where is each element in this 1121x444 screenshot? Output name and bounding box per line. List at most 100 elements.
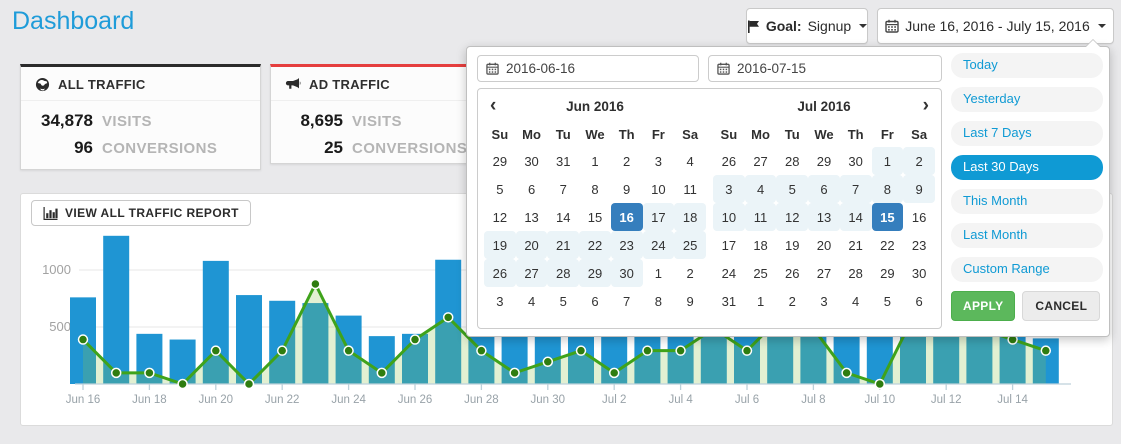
calendar-day[interactable]: 27 — [753, 153, 768, 169]
calendar-day[interactable]: 3 — [654, 153, 662, 169]
calendar-day[interactable]: 7 — [623, 293, 631, 309]
apply-button[interactable]: APPLY — [951, 291, 1016, 321]
goal-selector-button[interactable]: Goal: Signup — [746, 8, 868, 44]
range-option-today[interactable]: Today — [951, 53, 1103, 78]
calendar-day[interactable]: 12 — [776, 203, 809, 231]
calendar-day[interactable]: 1 — [654, 265, 662, 281]
range-option-custom-range[interactable]: Custom Range — [951, 257, 1103, 282]
calendar-day[interactable]: 24 — [721, 265, 737, 281]
calendar-day[interactable]: 19 — [484, 231, 516, 259]
calendar-day[interactable]: 9 — [686, 293, 694, 309]
end-date-input[interactable] — [737, 61, 933, 76]
calendar-day[interactable]: 3 — [820, 293, 828, 309]
calendar-day[interactable]: 22 — [579, 231, 611, 259]
calendar-day[interactable]: 24 — [642, 231, 675, 259]
calendar-day[interactable]: 14 — [839, 203, 872, 231]
calendar-day[interactable]: 27 — [816, 265, 832, 281]
calendar-day[interactable]: 28 — [848, 265, 863, 281]
calendar-day[interactable]: 2 — [623, 153, 631, 169]
calendar-day[interactable]: 23 — [911, 237, 927, 253]
calendar-day[interactable]: 17 — [721, 237, 737, 253]
calendar-day[interactable]: 18 — [753, 237, 768, 253]
cancel-button[interactable]: CANCEL — [1022, 291, 1101, 321]
calendar-day[interactable]: 17 — [642, 203, 675, 231]
calendar-day[interactable]: 10 — [713, 203, 745, 231]
range-option-yesterday[interactable]: Yesterday — [951, 87, 1103, 112]
all-traffic-card[interactable]: ALL TRAFFIC 34,878 VISITS 96 CONVERSIONS — [20, 64, 261, 170]
calendar-day[interactable]: 4 — [852, 293, 860, 309]
calendar-day[interactable]: 22 — [880, 237, 895, 253]
start-date-input[interactable] — [506, 61, 690, 76]
range-option-last-7-days[interactable]: Last 7 Days — [951, 121, 1103, 146]
calendar-day[interactable]: 14 — [556, 209, 571, 225]
calendar-day[interactable]: 20 — [515, 231, 548, 259]
calendar-day[interactable]: 25 — [753, 265, 768, 281]
calendar-day[interactable]: 2 — [903, 147, 935, 175]
calendar-day[interactable]: 26 — [484, 259, 516, 287]
calendar-day[interactable]: 13 — [524, 209, 539, 225]
calendar-day[interactable]: 4 — [686, 153, 694, 169]
calendar-day[interactable]: 11 — [683, 181, 697, 197]
calendar-day[interactable]: 5 — [883, 293, 891, 309]
calendar-day[interactable]: 8 — [654, 293, 662, 309]
calendar-day[interactable]: 19 — [785, 237, 800, 253]
range-option-last-30-days[interactable]: Last 30 Days — [951, 155, 1103, 180]
calendar-day[interactable]: 23 — [610, 231, 643, 259]
prev-month-icon[interactable]: ‹ — [490, 95, 497, 116]
calendar-day[interactable]: 27 — [515, 259, 548, 287]
calendar-day[interactable]: 6 — [527, 181, 536, 197]
calendar-day[interactable]: 9 — [903, 175, 935, 203]
calendar-day[interactable]: 25 — [674, 231, 706, 259]
calendar-day[interactable]: 11 — [744, 203, 777, 231]
calendar-day[interactable]: 21 — [848, 237, 863, 253]
calendar-day[interactable]: 5 — [776, 175, 809, 203]
calendar-day[interactable]: 10 — [651, 181, 666, 197]
calendar-day[interactable]: 3 — [713, 175, 745, 203]
calendar-day[interactable]: 4 — [744, 175, 777, 203]
calendar-day[interactable]: 29 — [880, 265, 895, 281]
calendar-day[interactable]: 6 — [915, 293, 923, 309]
calendar-day[interactable]: 3 — [496, 293, 504, 309]
calendar-day[interactable]: 26 — [721, 153, 737, 169]
date-range-button[interactable]: June 16, 2016 - July 15, 2016 — [877, 8, 1114, 44]
calendar-day[interactable]: 16 — [610, 203, 643, 231]
calendar-day[interactable]: 5 — [559, 293, 567, 309]
calendar-day[interactable]: 15 — [871, 203, 904, 231]
calendar-day[interactable]: 16 — [911, 209, 927, 225]
calendar-day[interactable]: 1 — [756, 293, 765, 309]
calendar-day[interactable]: 2 — [788, 293, 796, 309]
calendar-day[interactable]: 13 — [808, 203, 840, 231]
calendar-day[interactable]: 6 — [808, 175, 840, 203]
calendar-day[interactable]: 29 — [816, 153, 832, 169]
calendar-day[interactable]: 29 — [579, 259, 611, 287]
calendar-day[interactable]: 8 — [871, 175, 904, 203]
calendar-day[interactable]: 8 — [591, 181, 599, 197]
calendar-day[interactable]: 18 — [674, 203, 706, 231]
calendar-day[interactable]: 31 — [721, 293, 737, 309]
calendar-day[interactable]: 7 — [559, 181, 567, 197]
calendar-day[interactable]: 21 — [547, 231, 580, 259]
calendar-day[interactable]: 30 — [524, 153, 539, 169]
calendar-day[interactable]: 15 — [587, 209, 603, 225]
calendar-day[interactable]: 31 — [556, 153, 571, 169]
calendar-day[interactable]: 7 — [839, 175, 872, 203]
view-all-traffic-report-button[interactable]: VIEW ALL TRAFFIC REPORT — [31, 200, 251, 226]
calendar-day[interactable]: 12 — [492, 209, 508, 225]
calendar-day[interactable]: 1 — [591, 153, 599, 169]
calendar-day[interactable]: 20 — [816, 237, 832, 253]
range-option-last-month[interactable]: Last Month — [951, 223, 1103, 248]
next-month-icon[interactable]: › — [922, 95, 929, 116]
calendar-day[interactable]: 28 — [785, 153, 800, 169]
calendar-day[interactable]: 26 — [785, 265, 800, 281]
calendar-day[interactable]: 30 — [610, 259, 643, 287]
range-option-this-month[interactable]: This Month — [951, 189, 1103, 214]
calendar-day[interactable]: 4 — [527, 293, 536, 309]
calendar-day[interactable]: 2 — [686, 265, 694, 281]
calendar-day[interactable]: 5 — [496, 181, 504, 197]
calendar-day[interactable]: 6 — [591, 293, 599, 309]
calendar-day[interactable]: 30 — [911, 265, 927, 281]
calendar-day[interactable]: 30 — [848, 153, 863, 169]
calendar-day[interactable]: 9 — [623, 181, 631, 197]
calendar-day[interactable]: 29 — [492, 153, 508, 169]
calendar-day[interactable]: 1 — [871, 147, 904, 175]
